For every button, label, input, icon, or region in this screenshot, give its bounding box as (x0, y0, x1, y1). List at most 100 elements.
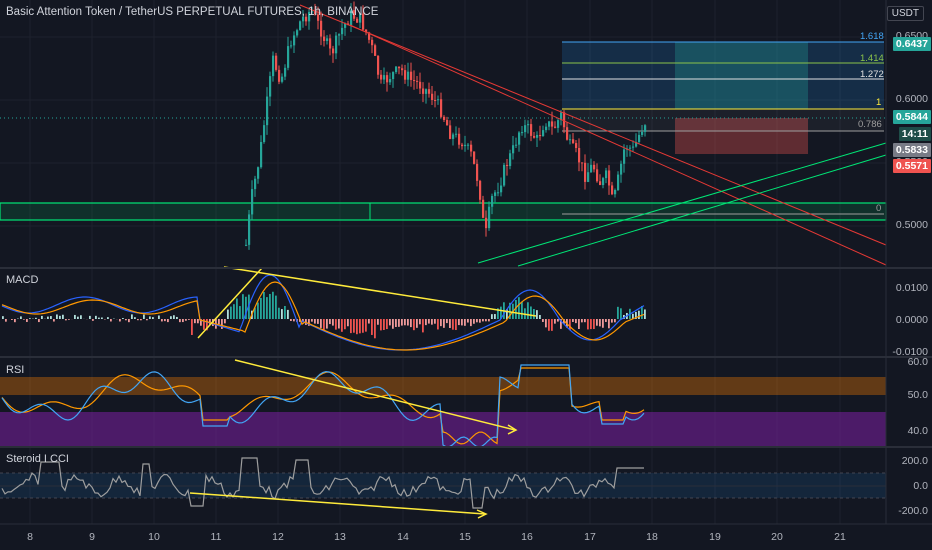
macd-bar (29, 318, 31, 319)
candle (338, 34, 341, 36)
candle (341, 27, 344, 35)
candle (575, 143, 578, 148)
macd-bar (11, 319, 13, 320)
candle (401, 68, 404, 71)
macd-bar (2, 316, 4, 319)
macd-bar (269, 293, 271, 319)
macd-bar (278, 307, 280, 319)
macd-bar (47, 316, 49, 319)
macd-bar (308, 319, 310, 326)
candle (263, 125, 266, 143)
candle (488, 206, 491, 229)
wedge-line-lower (349, 24, 887, 266)
macd-bar (368, 319, 370, 324)
macd-bar (395, 319, 397, 327)
time-tick: 11 (210, 531, 222, 543)
macd-bar (188, 319, 190, 320)
signal-line (1, 281, 645, 351)
macd-bar (611, 319, 613, 323)
candle (398, 66, 401, 69)
candle (290, 45, 293, 47)
candle (317, 14, 320, 21)
macd-bar (467, 319, 469, 323)
macd-bar (335, 319, 337, 330)
macd-bar (254, 307, 256, 319)
macd-bar (317, 319, 319, 324)
candle (482, 199, 485, 218)
candle (302, 16, 305, 22)
macd-bar (167, 319, 169, 323)
candle (455, 133, 458, 135)
macd-bar (356, 319, 358, 335)
fib-label: 0 (876, 203, 882, 214)
price-zones (0, 41, 887, 221)
candle (596, 169, 599, 182)
macd-bar (98, 317, 100, 319)
candle (533, 135, 536, 138)
rsi-line (1, 364, 645, 448)
candle (266, 96, 269, 126)
candle (467, 144, 470, 146)
candle (281, 76, 284, 82)
support-line (517, 154, 887, 267)
macd-bar (62, 314, 64, 319)
candle (356, 18, 359, 23)
candle (275, 55, 278, 70)
macd-title: MACD (6, 274, 39, 286)
macd-bar (200, 319, 202, 326)
macd-bar (632, 313, 634, 319)
candle (389, 79, 392, 83)
macd-bar (341, 319, 343, 332)
macd-bar (65, 319, 67, 321)
candle (608, 170, 611, 186)
macd-bar (161, 319, 163, 322)
candle (293, 35, 296, 46)
candle (251, 189, 254, 215)
price-tick: 0.6000 (895, 93, 928, 105)
macd-bar (596, 319, 598, 326)
candle (269, 76, 272, 97)
macd-bar (587, 319, 589, 330)
macd-bar (605, 319, 607, 322)
fib-box (562, 42, 884, 109)
candle (254, 178, 257, 190)
macd-bar (119, 319, 121, 322)
candle (416, 80, 419, 82)
time-tick: 21 (834, 531, 846, 543)
macd-bar (50, 316, 52, 319)
macd-bar (491, 314, 493, 319)
price-tag-gray: 0.5833 (892, 143, 931, 157)
time-tick: 17 (584, 531, 596, 543)
candle (599, 181, 602, 186)
macd-bar (416, 319, 418, 328)
currency-button[interactable]: USDT (886, 6, 924, 21)
candle (248, 214, 251, 245)
candle (638, 134, 641, 142)
candle (449, 125, 452, 139)
macd-bar (245, 296, 247, 319)
fib-label: 1.272 (860, 69, 884, 80)
candle (428, 89, 431, 94)
candle (452, 134, 455, 139)
macd-bar (572, 319, 574, 322)
macd-bar (236, 298, 238, 319)
candle (524, 125, 527, 133)
macd-bar (332, 319, 334, 326)
macd-bar (365, 319, 367, 332)
candle (371, 39, 374, 46)
candle (470, 144, 473, 152)
fib-label: 0.786 (858, 119, 882, 130)
macd-bar (23, 319, 25, 320)
candle (434, 100, 437, 102)
macd-bar (488, 319, 490, 322)
macd-bar (59, 315, 61, 319)
macd-bar (443, 319, 445, 328)
macd-bar (539, 314, 541, 319)
candle (287, 46, 290, 68)
macd-bar (41, 315, 43, 319)
cci-line (1, 457, 644, 509)
candle (572, 139, 575, 144)
macd-bar (542, 319, 544, 322)
candle (506, 164, 509, 166)
